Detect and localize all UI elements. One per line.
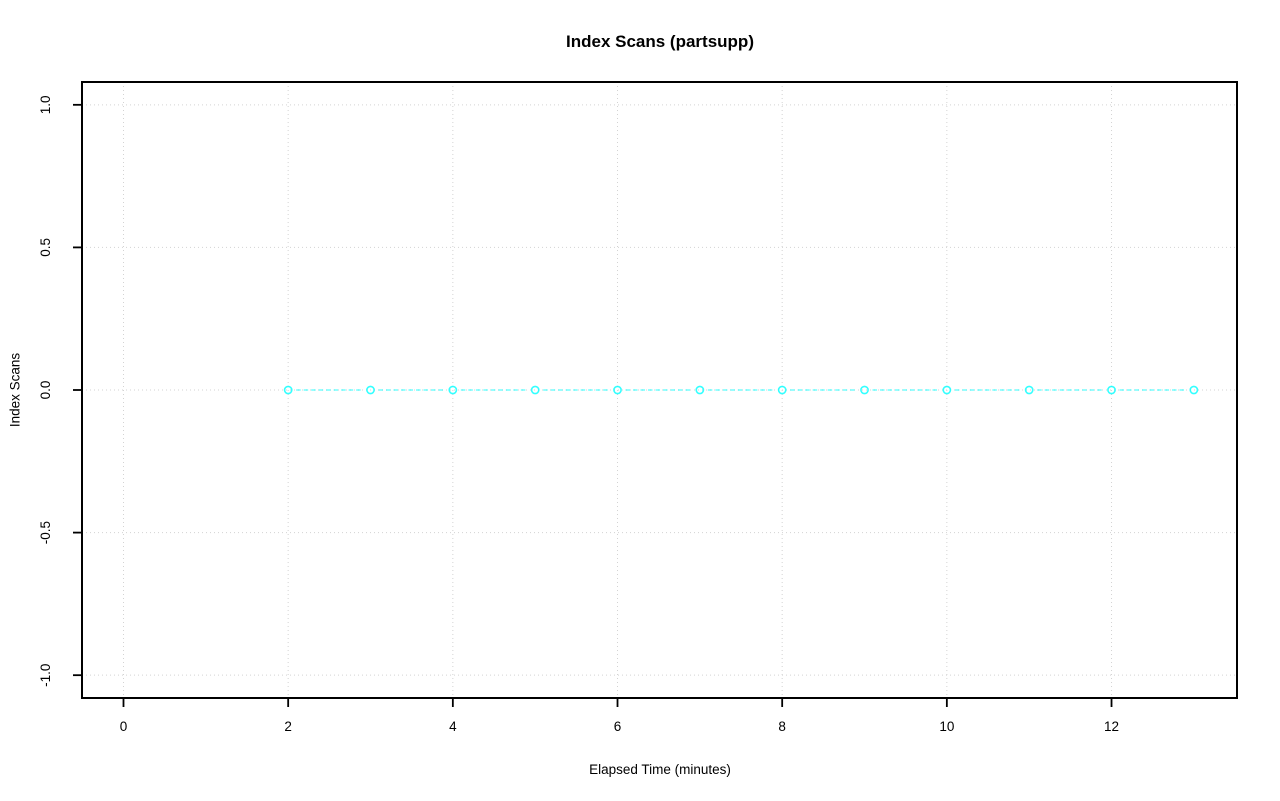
- data-point: [860, 385, 869, 395]
- data-point: [283, 385, 293, 395]
- plot-box: [81, 81, 1238, 699]
- data-point: [1107, 385, 1116, 395]
- data-point: [448, 385, 458, 395]
- x-tick-label: 10: [939, 719, 954, 734]
- y-tick-label: -0.5: [38, 521, 53, 544]
- data-point: [1024, 385, 1034, 395]
- x-tick-label: 12: [1104, 719, 1119, 734]
- data-point: [613, 385, 622, 395]
- data-point: [1189, 385, 1199, 395]
- x-tick-label: 0: [120, 719, 128, 734]
- data-point: [366, 385, 375, 395]
- y-tick-label: 1.0: [38, 95, 53, 114]
- y-tick-label: 0.0: [38, 381, 53, 400]
- y-tick-label: -1.0: [38, 664, 53, 687]
- x-tick-label: 2: [284, 719, 292, 734]
- data-point: [942, 385, 952, 395]
- data-point: [777, 385, 787, 395]
- x-tick-label: 8: [778, 719, 786, 734]
- chart-title: Index Scans (partsupp): [566, 32, 754, 51]
- x-tick-label: 4: [449, 719, 457, 734]
- y-tick-label: 0.5: [38, 238, 53, 257]
- data-point: [695, 385, 705, 395]
- x-axis-label: Elapsed Time (minutes): [589, 762, 731, 777]
- x-tick-label: 6: [614, 719, 622, 734]
- data-point: [530, 385, 540, 395]
